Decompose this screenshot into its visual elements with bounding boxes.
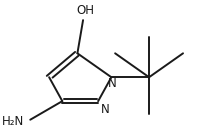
Text: N: N bbox=[101, 103, 110, 116]
Text: H₂N: H₂N bbox=[2, 115, 25, 128]
Text: N: N bbox=[108, 77, 117, 90]
Text: OH: OH bbox=[76, 4, 94, 17]
